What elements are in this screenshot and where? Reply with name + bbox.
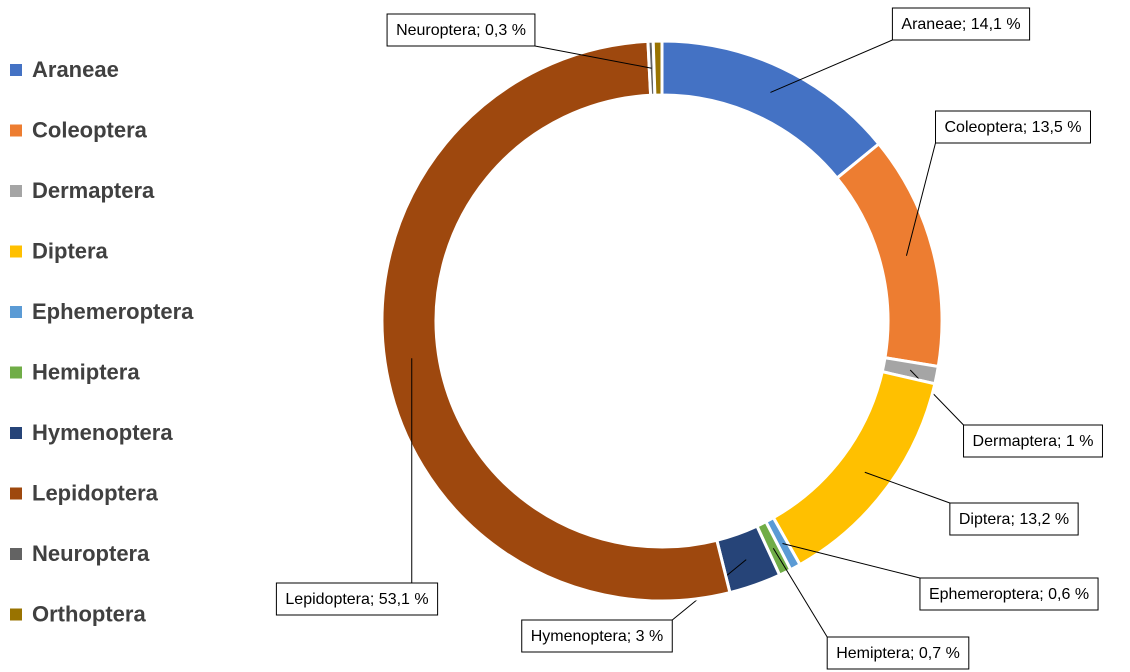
data-label: Neuroptera; 0,3 % — [396, 22, 526, 39]
legend-label: Coleoptera — [32, 117, 148, 142]
data-label: Lepidoptera; 53,1 % — [285, 591, 428, 608]
legend-label: Hymenoptera — [32, 420, 173, 445]
data-label: Coleoptera; 13,5 % — [945, 119, 1082, 136]
data-label: Ephemeroptera; 0,6 % — [929, 586, 1089, 603]
legend-swatch — [10, 366, 22, 379]
legend-swatch — [10, 548, 22, 560]
leader-line — [772, 547, 828, 638]
leader-line — [864, 471, 951, 504]
legend-swatch — [10, 245, 22, 258]
data-label: Hemiptera; 0,7 % — [836, 645, 960, 662]
donut-slice — [380, 39, 732, 603]
label-box — [521, 619, 673, 653]
donut-slice — [651, 39, 664, 97]
legend-swatch — [10, 124, 22, 137]
legend-label: Diptera — [32, 238, 109, 263]
label-box — [275, 582, 439, 616]
leader-line — [905, 142, 936, 256]
legend-swatch — [10, 185, 22, 197]
legend-swatch — [10, 487, 22, 500]
legend-swatch — [10, 306, 22, 318]
legend-label: Dermaptera — [32, 178, 155, 203]
legend-swatch — [10, 427, 22, 439]
data-label: Hymenoptera; 3 % — [531, 628, 664, 645]
donut-slice — [771, 369, 937, 567]
legend-label: Orthoptera — [32, 601, 146, 626]
data-label: Diptera; 13,2 % — [959, 511, 1069, 528]
legend-swatch — [10, 64, 22, 76]
legend-label: Lepidoptera — [32, 480, 159, 505]
legend-label: Araneae — [32, 57, 119, 82]
label-box — [949, 502, 1079, 536]
label-box — [826, 636, 970, 670]
leader-line — [534, 45, 652, 69]
legend-label: Ephemeroptera — [32, 299, 194, 324]
legend-label: Neuroptera — [32, 541, 150, 566]
data-label: Dermaptera; 1 % — [973, 433, 1094, 450]
data-label: Araneae; 14,1 % — [901, 16, 1020, 33]
label-box — [386, 13, 536, 47]
legend-swatch — [10, 608, 22, 621]
donut-slice — [660, 39, 881, 181]
label-box — [963, 424, 1103, 458]
label-box — [935, 110, 1091, 144]
legend-label: Hemiptera — [32, 359, 140, 384]
leader-line — [770, 39, 893, 93]
label-box — [919, 577, 1099, 611]
label-box — [891, 7, 1031, 41]
leader-line — [782, 542, 921, 579]
